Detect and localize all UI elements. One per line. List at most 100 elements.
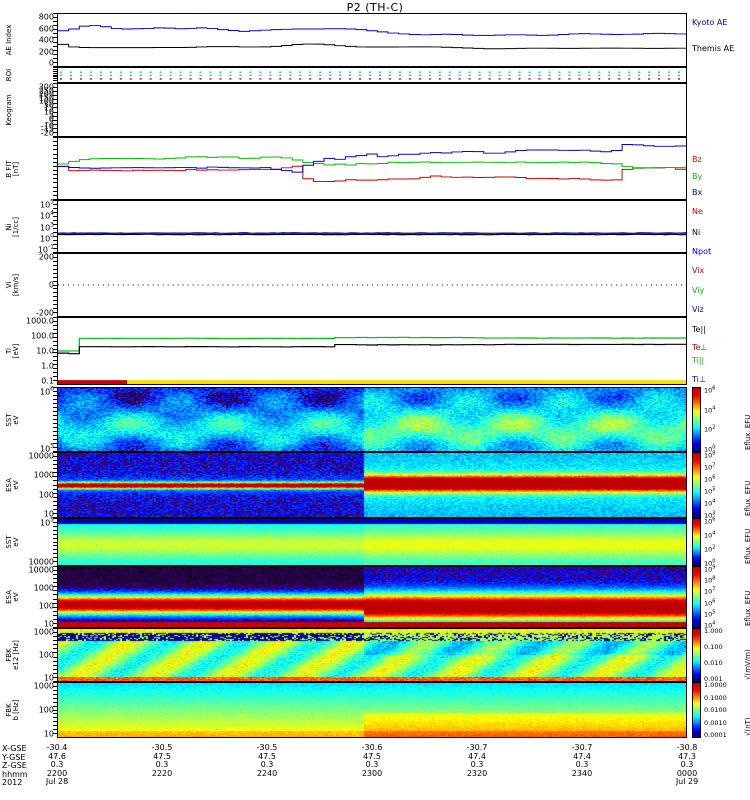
- colorbar-gradient: [693, 629, 700, 681]
- ytick-label: 100: [38, 601, 54, 611]
- axis-tick-value: 2300: [361, 768, 383, 778]
- panel-sst_i: [57, 518, 687, 566]
- colorbar-tick: 106: [704, 598, 716, 608]
- ytick-label: 200: [38, 47, 54, 56]
- colorbar-gradient: [693, 388, 700, 451]
- ytick-label: 10000: [28, 565, 54, 575]
- ytick-label: -5: [46, 117, 54, 127]
- spectrogram-canvas: [58, 453, 686, 517]
- ytick-label: 5: [48, 110, 54, 120]
- colorbar-tick: 0.001: [704, 675, 723, 683]
- colorbar-tick: 102: [704, 544, 716, 554]
- ytick-marks-sst_i: [52, 518, 57, 566]
- series-canvas: [58, 232, 686, 236]
- spectrogram-canvas: [58, 519, 686, 565]
- axis-tick-value: -30.5: [256, 743, 278, 752]
- series-canvas: [58, 284, 686, 286]
- axis-row-label: X-GSE: [2, 744, 27, 753]
- ytick-label: -15: [40, 124, 54, 134]
- axis-tick-value: -30.5: [151, 743, 173, 752]
- panel-keogram: [57, 83, 687, 137]
- cb-fbk-b: [692, 682, 701, 738]
- spectrogram-canvas: [58, 629, 686, 681]
- colorbar-tick: 0.100: [704, 643, 723, 651]
- cb-esa-e: [692, 452, 701, 518]
- colorbar-tick: 109: [704, 564, 716, 574]
- panel-fbk_e: [57, 628, 687, 682]
- legend-label-vix: Vix: [692, 266, 705, 275]
- ytick-label: 105: [39, 443, 54, 454]
- ytick-marks-ti: [52, 317, 57, 385]
- legend-label-ne: Ne: [692, 207, 703, 216]
- axis-row-label: Y-GSE: [2, 752, 26, 762]
- colorbar-tick: 0.1000: [704, 693, 727, 702]
- axis-tick-value: 47.6: [48, 751, 66, 761]
- colorbar-tick: 106: [704, 474, 716, 484]
- colorbar-tick: 108: [704, 575, 716, 585]
- ytick-label: 600: [38, 24, 54, 33]
- yticks-esa_e: 10000 1000 100 10: [0, 452, 54, 519]
- legend-label-ti: Ti||: [692, 356, 705, 365]
- yticks-esa_i: 10000 1000 100 10: [0, 565, 54, 629]
- yticks-keogram: 300 250 200 150 100 50 15 10 5 0 -5 -10 -15 -20: [0, 83, 54, 138]
- colorbar-unit: √(mV/m): [744, 649, 750, 680]
- ytick-label: 100.0: [31, 331, 54, 341]
- axis-tick-value: -30.7: [466, 743, 488, 752]
- panel-sst_e: [57, 387, 687, 452]
- data-series: [58, 25, 686, 36]
- legend-label-by: By: [692, 172, 703, 181]
- data-series: [58, 233, 686, 236]
- ytick-marks-sst_e: [52, 387, 57, 452]
- colorbar-unit: Eflux, EFU: [744, 414, 750, 450]
- axis-tick-value: Jul 28: [45, 777, 69, 787]
- spectrogram-canvas: [58, 683, 686, 737]
- axis-tick-value: 0000: [676, 768, 698, 778]
- legend-label-ni: Ni: [692, 228, 701, 237]
- ytick-label: 250: [38, 86, 54, 96]
- axis-tick-value: 47.5: [153, 751, 171, 761]
- ytick-label: 106: [39, 385, 54, 397]
- axis-tick-value: -30.6: [361, 743, 383, 752]
- colorbar-tick: 104: [704, 530, 716, 540]
- colorbar-tick: 1.000: [704, 627, 723, 635]
- axis-row-label: 2012: [2, 778, 23, 788]
- ytick-label: 1.0: [41, 361, 54, 371]
- colorbar-tick: 1.0000: [704, 681, 727, 689]
- axis-tick-value: 2340: [571, 768, 593, 778]
- legend-label-npot: Npot: [692, 247, 712, 256]
- colorbar-tick: 0.0001: [704, 731, 727, 739]
- axis-tick-value: 0.3: [680, 760, 694, 770]
- ytick-label: 1000: [33, 470, 54, 480]
- ytick-marks-ni: [52, 200, 57, 253]
- ytick-label: 1000: [33, 627, 54, 637]
- colorbar-gradient: [693, 453, 700, 517]
- colorbar-tick: 103: [704, 510, 716, 520]
- ytick-label: 0: [48, 114, 54, 124]
- panel-ti: [57, 317, 687, 385]
- ytick-label: 0: [48, 58, 54, 68]
- cb-sst-i: [692, 518, 701, 566]
- legend-label-kyoto-ae: Kyoto AE: [692, 18, 728, 27]
- series-canvas: [58, 144, 686, 183]
- series-canvas: [59, 71, 685, 80]
- ytick-marks-bfit: [52, 137, 57, 200]
- spectrogram-canvas: [58, 388, 686, 451]
- axis-tick-value: 2200: [46, 768, 68, 778]
- status-bar: [127, 380, 686, 384]
- legend-label-te: Te⊥: [692, 343, 708, 352]
- colorbar-tick: 0.0100: [704, 706, 727, 714]
- axis-tick-value: -30.7: [571, 743, 593, 752]
- colorbar-tick: 104: [704, 498, 716, 508]
- ytick-label: 100: [39, 232, 54, 244]
- ytick-label: 105: [39, 516, 54, 528]
- axis-tick-value: 0.3: [50, 760, 64, 770]
- colorbar-tick: 105: [704, 609, 716, 619]
- panel-bfit: [57, 137, 687, 200]
- series-canvas: [58, 336, 686, 384]
- axis-tick-value: 2240: [256, 768, 278, 778]
- yticks-ti: 1000.0 100.0 10.0 1.0 0.1: [0, 316, 54, 386]
- axis-tick-value: 0.3: [365, 760, 379, 770]
- legend-label-te: Te||: [692, 325, 706, 334]
- ytick-label: 1000.0: [26, 316, 54, 326]
- ytick-label: 10.0: [36, 346, 54, 356]
